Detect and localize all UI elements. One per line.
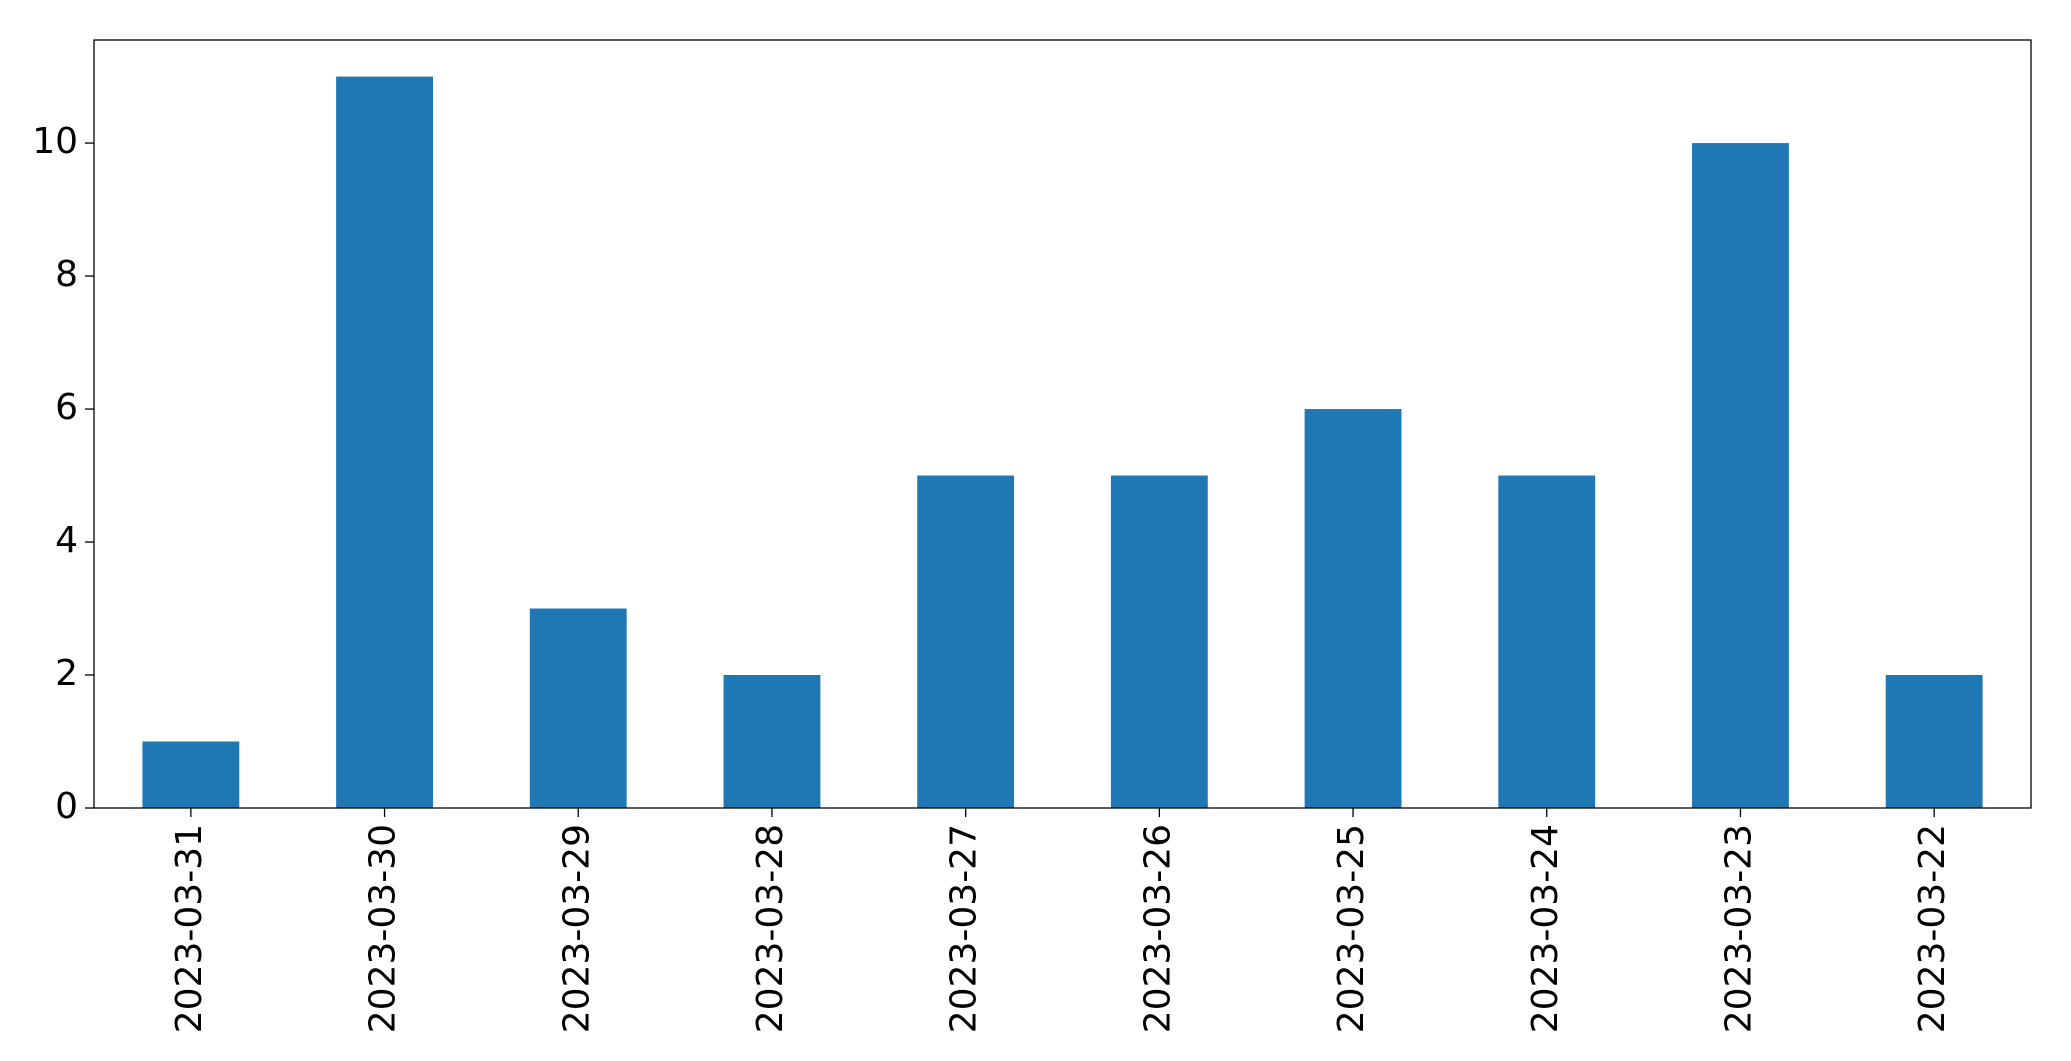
y-tick-label: 2	[55, 653, 78, 694]
x-tick-label: 2023-03-26	[1137, 824, 1178, 1033]
bar	[142, 741, 240, 808]
plot-frame	[93, 39, 2032, 809]
bar	[1498, 475, 1596, 808]
bar	[336, 76, 433, 809]
bar	[1304, 409, 1402, 808]
x-tick-label: 2023-03-23	[1718, 824, 1759, 1033]
bar	[1692, 143, 1789, 808]
bar	[1110, 475, 1208, 808]
bar	[917, 475, 1015, 808]
x-tick-label: 2023-03-30	[363, 824, 404, 1033]
x-tick-label: 2023-03-25	[1331, 824, 1372, 1033]
x-tick-label: 2023-03-28	[750, 824, 791, 1033]
y-tick-label: 8	[55, 254, 78, 295]
x-tick-label: 2023-03-27	[944, 824, 985, 1033]
x-tick-label: 2023-03-24	[1525, 824, 1566, 1033]
x-tick-label: 2023-03-22	[1912, 824, 1953, 1033]
bar	[723, 675, 821, 808]
x-tick-label: 2023-03-29	[556, 824, 597, 1033]
y-tick-label: 4	[55, 520, 78, 561]
bar	[529, 608, 627, 808]
y-tick-label: 6	[55, 387, 78, 428]
y-tick-label: 0	[55, 786, 78, 827]
x-tick-label: 2023-03-31	[169, 824, 210, 1033]
y-tick-label: 10	[32, 121, 78, 162]
bar	[1885, 675, 1983, 808]
